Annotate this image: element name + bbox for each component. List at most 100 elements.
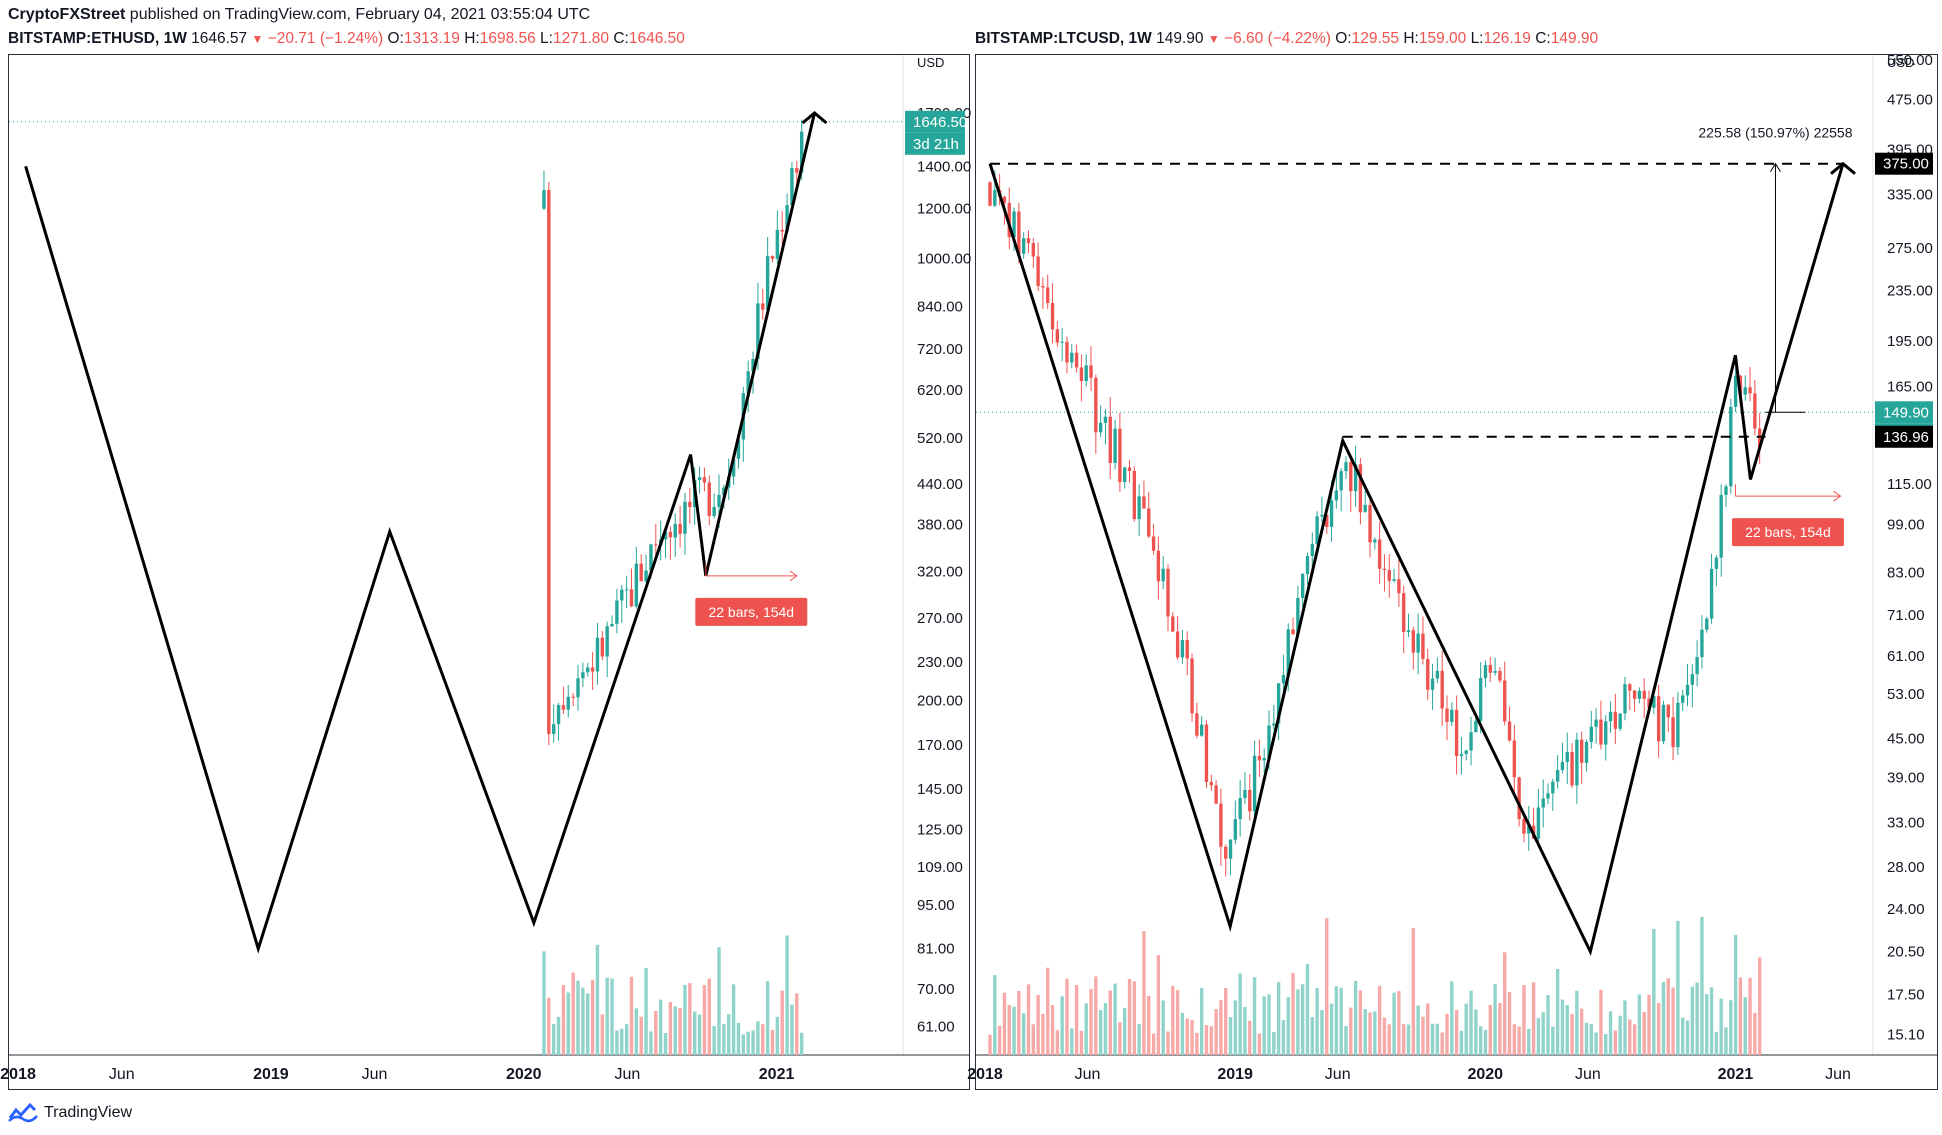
- y-tick-label: 17.50: [1887, 987, 1925, 1004]
- volume-bar: [663, 1033, 668, 1055]
- y-tick-label: 145.00: [917, 781, 963, 798]
- y-tick-label: 99.00: [1887, 517, 1925, 534]
- eth-last: 1646.57: [191, 30, 248, 47]
- volume-bar: [1074, 985, 1079, 1055]
- volume-bar: [1594, 1032, 1598, 1055]
- ltc-low: 126.19: [1483, 30, 1531, 47]
- last-price-tag-bg: [1875, 401, 1933, 424]
- candle-body: [1719, 494, 1723, 558]
- volume-bar: [1151, 1033, 1156, 1055]
- volume-bar: [1642, 1012, 1646, 1055]
- volume-bar: [1546, 995, 1550, 1055]
- volume-bar: [1007, 1004, 1011, 1055]
- volume-bar: [1681, 1017, 1685, 1055]
- candle-body: [1243, 790, 1247, 799]
- candle-body: [1175, 631, 1180, 658]
- volume-bar: [1652, 928, 1656, 1055]
- volume-bar: [1185, 1018, 1189, 1055]
- candle-body: [1416, 633, 1420, 653]
- candle-body: [1541, 798, 1545, 808]
- candle-body: [1142, 496, 1146, 509]
- volume-bar: [717, 947, 721, 1055]
- volume-bar: [1171, 985, 1175, 1055]
- candle-body: [1219, 803, 1223, 847]
- candle-body: [1123, 467, 1127, 483]
- y-tick-label: 1400.00: [917, 158, 971, 175]
- candle-body: [1286, 629, 1290, 675]
- volume-bar: [683, 984, 687, 1055]
- x-tick-label: 2021: [759, 1066, 795, 1083]
- candle-body: [1527, 825, 1531, 834]
- candle-body: [765, 256, 770, 310]
- eth-chart-panel[interactable]: 1700.001400.001200.001000.00840.00720.00…: [0, 54, 971, 1090]
- candle-body: [620, 589, 624, 601]
- candle-body: [1594, 719, 1598, 727]
- candle-body: [1310, 544, 1314, 557]
- candle-body: [1589, 726, 1593, 742]
- candle-body: [1469, 732, 1473, 751]
- eth-chart[interactable]: 1700.001400.001200.001000.00840.00720.00…: [0, 55, 971, 1089]
- author-name[interactable]: CryptoFXStreet: [8, 6, 126, 23]
- y-tick-label: 71.00: [1887, 607, 1925, 624]
- eth-low: 1271.80: [552, 30, 610, 47]
- y-tick-label: 109.00: [917, 859, 963, 876]
- candle-body: [1252, 755, 1257, 812]
- range-label: 22 bars, 154d: [1745, 524, 1831, 540]
- y-tick-label: 39.00: [1887, 769, 1925, 786]
- candle-body: [547, 190, 551, 734]
- volume-bar: [668, 1001, 673, 1055]
- candle-body: [1224, 846, 1228, 859]
- ltc-chart[interactable]: 550.00475.00395.00335.00275.00235.00195.…: [967, 52, 1937, 1089]
- volume-bar: [1632, 1024, 1637, 1055]
- candle-body: [644, 570, 648, 582]
- candle-body: [1204, 724, 1209, 782]
- y-tick-label: 1000.00: [917, 251, 971, 268]
- volume-bar: [741, 1034, 746, 1055]
- volume-bar: [595, 944, 600, 1055]
- candle-body: [1358, 464, 1363, 513]
- candle-body: [1748, 387, 1752, 394]
- tradingview-logo-icon[interactable]: [8, 1102, 38, 1124]
- down-triangle-icon: ▼: [1207, 32, 1220, 46]
- volume-bar: [1325, 918, 1329, 1055]
- volume-bar: [780, 990, 784, 1055]
- eth-symbol[interactable]: BITSTAMP:ETHUSD, 1W: [8, 30, 187, 47]
- countdown-tag-bg: [905, 132, 965, 155]
- candle-body: [1334, 490, 1339, 501]
- volume-bar: [1363, 1009, 1367, 1055]
- x-tick-label: Jun: [109, 1066, 135, 1083]
- candle-body: [1430, 678, 1435, 690]
- volume-bar: [1272, 1031, 1276, 1055]
- volume-bar: [1219, 1000, 1223, 1055]
- tradingview-brand[interactable]: TradingView: [44, 1104, 133, 1121]
- candle-body: [1695, 657, 1699, 675]
- candle-body: [1599, 719, 1603, 745]
- volume-bar: [1459, 1030, 1464, 1055]
- candle-body: [1228, 839, 1233, 859]
- candle-body: [1555, 770, 1560, 782]
- ltc-chart-panel[interactable]: 550.00 475.00 395.00 335.00 275.00 235.00 195.…: [967, 52, 1938, 1090]
- volume-bar: [1142, 931, 1146, 1055]
- volume-bar: [658, 999, 663, 1055]
- y-tick-label: 550.00: [1887, 52, 1933, 69]
- candle-body: [1281, 674, 1286, 684]
- candle-body: [697, 477, 702, 480]
- candle-body: [790, 168, 794, 206]
- volume-bar: [1469, 990, 1473, 1055]
- candle-body: [746, 371, 750, 394]
- candle-body: [1199, 724, 1204, 736]
- candle-body: [551, 724, 556, 734]
- volume-bar: [1373, 1011, 1377, 1055]
- ltc-symbol[interactable]: BITSTAMP:LTCUSD, 1W: [975, 30, 1152, 47]
- volume-bar: [1637, 994, 1642, 1055]
- arrow-up-icon: [1770, 162, 1781, 172]
- volume-bar: [605, 977, 609, 1055]
- candle-body: [1503, 680, 1507, 722]
- candle-body: [1498, 670, 1502, 681]
- candle-body: [1464, 750, 1468, 755]
- volume-bar: [1729, 1000, 1733, 1055]
- candle-body: [1151, 536, 1156, 551]
- volume-bar: [756, 1021, 760, 1055]
- candle-body: [1070, 352, 1074, 363]
- candle-body: [1050, 302, 1055, 330]
